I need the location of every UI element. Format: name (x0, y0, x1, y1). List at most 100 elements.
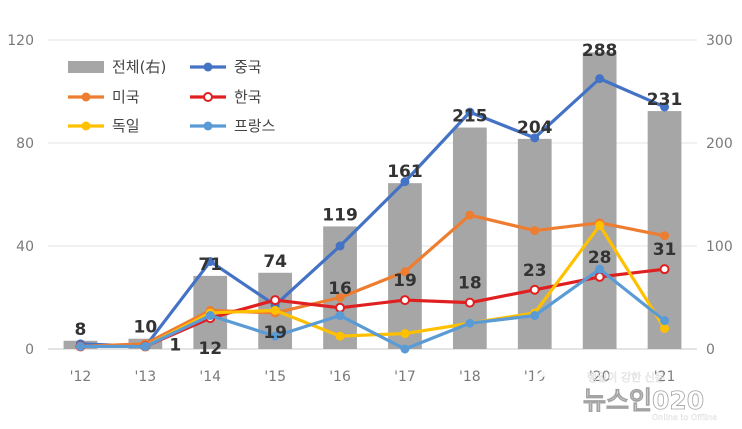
legend-marker (81, 92, 91, 102)
series-line (80, 213, 665, 349)
series-point (335, 302, 346, 313)
series-point (660, 316, 670, 326)
axes: 0 40 80 120 0 100 200 300 '12 '13 '14 '15 '16 '17 '18 '… (7, 33, 732, 385)
series-point (400, 177, 410, 187)
series-point (400, 267, 410, 277)
series-point (75, 341, 85, 351)
left-axis-tick-label: 80 (16, 136, 34, 152)
legend-marker (203, 92, 213, 102)
series-point (335, 331, 345, 341)
korea-data-label: 1 (169, 335, 181, 355)
legend-marker (203, 62, 213, 72)
series-point (270, 295, 281, 306)
bar-data-label: 215 (452, 107, 488, 127)
watermark-title: 뉴스인020 (583, 386, 704, 415)
data-labels: 8 10 71 74 119 161 215 204 288 231 1 12 19 16 19 18 23 28… (75, 41, 683, 359)
legend-marker (203, 121, 213, 131)
korea-data-label: 19 (263, 323, 287, 343)
legend-label: 프랑스 (234, 117, 276, 135)
bar-data-label: 74 (263, 252, 287, 272)
series-point (594, 271, 605, 282)
series-line (80, 77, 666, 349)
x-axis-tick-label: '13 (135, 369, 157, 385)
series-point (660, 323, 670, 333)
series-point (660, 231, 670, 241)
series-point (464, 297, 475, 308)
series-lines (75, 74, 670, 354)
bar-data-label: 10 (134, 318, 158, 338)
series-point (659, 264, 670, 275)
series-point (595, 264, 605, 274)
bar-data-label: 231 (647, 90, 683, 110)
x-axis-tick-label: '21 (654, 369, 676, 385)
series-point (140, 341, 150, 351)
korea-data-label: 19 (393, 271, 417, 291)
right-axis-tick-label: 100 (706, 239, 733, 255)
bar (582, 52, 617, 350)
legend-marker (81, 121, 91, 131)
left-axis-tick-label: 40 (16, 239, 34, 255)
x-axis-tick-label: '18 (459, 369, 481, 385)
korea-data-label: 31 (653, 240, 677, 260)
bar-data-label: 204 (517, 118, 553, 138)
series-line (80, 267, 666, 351)
series-point (335, 241, 345, 251)
series-point (335, 311, 345, 321)
series-point (400, 329, 410, 339)
series-point (595, 74, 605, 84)
series-point (465, 107, 475, 117)
x-axis-tick-label: '12 (70, 369, 92, 385)
series-point (530, 311, 540, 321)
series-point (595, 220, 605, 230)
legend-label: 한국 (234, 88, 262, 106)
series-point (465, 210, 475, 220)
left-axis-tick-label: 0 (25, 342, 34, 358)
x-axis-tick-label: '17 (394, 369, 416, 385)
series-point (335, 293, 345, 302)
legend-label: 독일 (112, 117, 140, 135)
watermark-tagline: 행일이 강한 신문 (587, 370, 665, 384)
right-axis-tick-label: 200 (706, 136, 733, 152)
series-point (530, 226, 540, 236)
bars (63, 52, 682, 350)
watermark-logo-icon (530, 368, 576, 414)
right-axis-tick-label: 0 (706, 342, 715, 358)
x-axis-tick-label: '20 (589, 369, 611, 385)
series-point (205, 311, 215, 321)
x-axis-tick-label: '15 (264, 369, 286, 385)
korea-data-label: 28 (588, 248, 612, 268)
bar-data-label: 8 (75, 320, 87, 340)
bar (388, 183, 422, 349)
legend-label: 중국 (234, 58, 262, 76)
bar-data-label: 119 (322, 205, 358, 225)
x-axis-tick-label: '14 (199, 369, 221, 385)
korea-data-label: 16 (328, 279, 352, 299)
series-point (399, 295, 410, 306)
bar-data-label: 288 (582, 41, 618, 61)
series-point (205, 256, 215, 266)
series-point (400, 344, 410, 354)
series-point (270, 331, 280, 341)
series-point (465, 318, 475, 328)
korea-data-label: 23 (523, 261, 547, 281)
legend-label: 미국 (112, 88, 140, 106)
right-axis-tick-label: 300 (706, 33, 733, 49)
x-axis-tick-label: '16 (329, 369, 351, 385)
legend-swatch (68, 61, 104, 73)
bar (452, 127, 487, 349)
bar-data-label: 161 (387, 162, 423, 182)
watermark-sub: Online to Offline (652, 413, 717, 422)
korea-data-label: 18 (458, 274, 482, 294)
series-point (529, 284, 540, 295)
watermark-logo: 행일이 강한 신문 뉴스인020 Online to Offline (530, 368, 717, 422)
bar-data-label: 71 (198, 255, 222, 275)
series-point (660, 102, 670, 112)
series-point (270, 305, 280, 315)
watermark-logo-dot (546, 384, 560, 398)
korea-data-label: 12 (198, 339, 222, 359)
series-point (530, 133, 540, 143)
legend-label: 전체(右) (112, 58, 166, 76)
